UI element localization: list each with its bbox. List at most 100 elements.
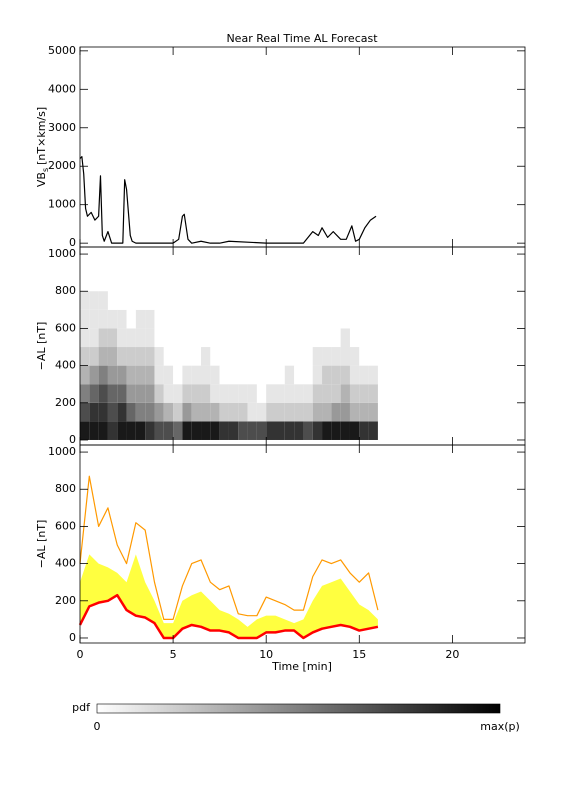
heatmap-cell <box>312 291 323 310</box>
heatmap-cell <box>126 309 136 329</box>
heatmap-cell <box>368 384 378 403</box>
heatmap-cell <box>173 291 183 310</box>
heatmap-cell <box>349 365 360 385</box>
heatmap-cell <box>247 402 257 422</box>
heatmap-cell <box>284 347 295 366</box>
heatmap-cell <box>201 291 211 310</box>
heatmap-cell <box>266 291 276 310</box>
heatmap-cell <box>173 347 183 366</box>
heatmap-cell <box>284 291 295 310</box>
heatmap-cell <box>228 328 239 348</box>
heatmap-cell <box>191 402 202 422</box>
heatmap-cell <box>228 347 239 366</box>
y-tick-label: 200 <box>55 396 76 409</box>
heatmap-cell <box>238 421 248 440</box>
heatmap-cell <box>117 365 127 385</box>
y-tick-label: 0 <box>69 631 76 644</box>
y-tick-label: 1000 <box>48 445 76 458</box>
heatmap-cell <box>201 365 211 385</box>
heatmap-cell <box>89 384 99 403</box>
chart-title: Near Real Time AL Forecast <box>226 32 378 45</box>
heatmap-cell <box>340 384 350 403</box>
heatmap-cell <box>145 347 155 366</box>
x-tick-label: 10 <box>259 648 273 661</box>
heatmap-cell <box>80 309 90 329</box>
heatmap-cell <box>191 328 202 348</box>
heatmap-cell <box>191 365 202 385</box>
y-tick-label: 3000 <box>48 121 76 134</box>
y-label-sub: s <box>41 168 50 172</box>
heatmap-cell <box>331 384 341 403</box>
heatmap-cell <box>368 347 378 366</box>
heatmap-cell <box>80 402 90 422</box>
colorbar-max: max(p) <box>480 720 520 733</box>
heatmap-cell <box>331 328 341 348</box>
heatmap-cell <box>275 328 285 348</box>
x-tick-label: 0 <box>77 648 84 661</box>
y-tick-label: 400 <box>55 359 76 372</box>
heatmap-cell <box>210 402 220 422</box>
heatmap-cell <box>135 365 146 385</box>
heatmap-cell <box>340 328 350 348</box>
heatmap-cell <box>312 365 323 385</box>
heatmap-cell <box>182 347 192 366</box>
heatmap-cell <box>80 384 90 403</box>
heatmap-cell <box>210 309 220 329</box>
heatmap-cell <box>126 365 136 385</box>
heatmap-cell <box>284 384 295 403</box>
heatmap-cell <box>89 365 99 385</box>
heatmap-cell <box>191 291 202 310</box>
heatmap-cell <box>349 291 360 310</box>
y-axis-label: −AL [nT] <box>35 520 48 569</box>
heatmap-cell <box>275 347 285 366</box>
y-tick-label: 0 <box>69 236 76 249</box>
x-tick-label: 20 <box>445 648 459 661</box>
heatmap-cell <box>89 402 99 422</box>
heatmap-cell <box>173 402 183 422</box>
area <box>80 554 378 638</box>
line <box>79 156 377 244</box>
heatmap-cell <box>303 365 313 385</box>
heatmap-cell <box>98 384 108 403</box>
heatmap-cell <box>173 309 183 329</box>
heatmap-cell <box>107 402 118 422</box>
heatmap-cell <box>359 328 369 348</box>
heatmap-cell <box>312 421 323 440</box>
heatmap-cell <box>303 291 313 310</box>
heatmap-cell <box>322 421 332 440</box>
heatmap-cell <box>135 309 146 329</box>
heatmap-cell <box>312 309 323 329</box>
heatmap-cell <box>359 347 369 366</box>
heatmap-cell <box>359 365 369 385</box>
heatmap-cell <box>182 291 192 310</box>
heatmap-cell <box>322 291 332 310</box>
heatmap-cell <box>219 421 229 440</box>
heatmap-cell <box>303 328 313 348</box>
heatmap-cell <box>107 309 118 329</box>
heatmap-cell <box>349 421 360 440</box>
heatmap-cell <box>107 365 118 385</box>
heatmap-cell <box>368 365 378 385</box>
heatmap-cell <box>238 347 248 366</box>
heatmap-cell <box>340 347 350 366</box>
heatmap-cell <box>182 309 192 329</box>
heatmap-cell <box>312 384 323 403</box>
heatmap-cell <box>303 347 313 366</box>
heatmap-cell <box>266 421 276 440</box>
heatmap-cell <box>275 365 285 385</box>
heatmap-cell <box>135 421 146 440</box>
heatmap-cell <box>247 365 257 385</box>
heatmap-cell <box>228 291 239 310</box>
heatmap-cell <box>275 421 285 440</box>
heatmap-cell <box>201 347 211 366</box>
heatmap-cell <box>98 347 108 366</box>
heatmap-cell <box>359 421 369 440</box>
heatmap-cell <box>238 309 248 329</box>
heatmap-cell <box>322 347 332 366</box>
heatmap-cell <box>238 384 248 403</box>
heatmap-cell <box>359 402 369 422</box>
heatmap-cell <box>98 291 108 310</box>
heatmap-cell <box>294 347 304 366</box>
heatmap-cell <box>294 421 304 440</box>
heatmap-cell <box>228 421 239 440</box>
